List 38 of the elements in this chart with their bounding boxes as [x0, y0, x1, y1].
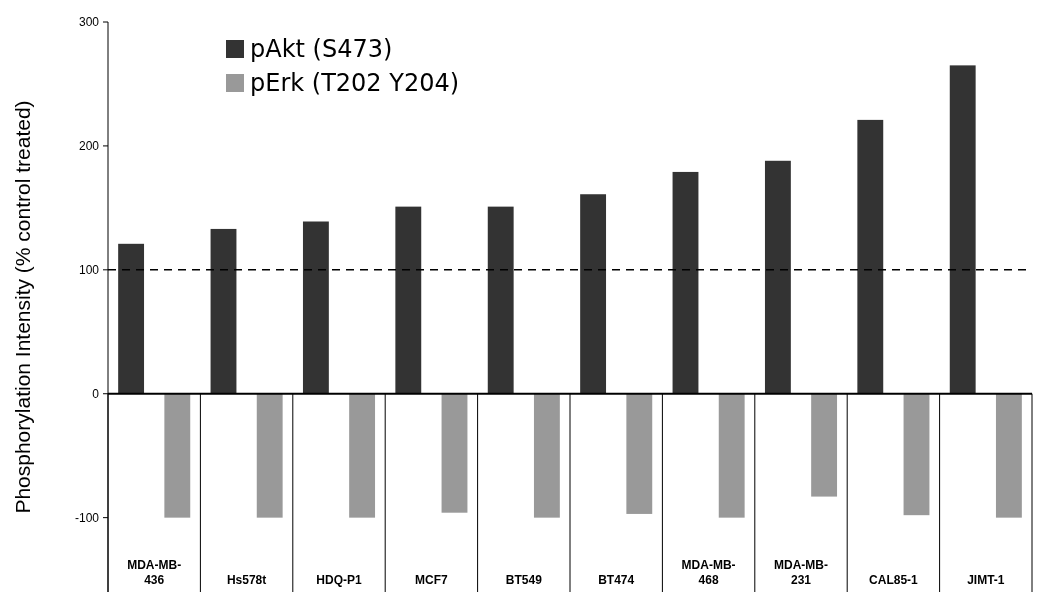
x-tick-label: CAL85-1: [869, 573, 919, 587]
x-tick-label: Hs578t: [226, 573, 267, 587]
bar: [349, 393, 376, 518]
bar: [395, 206, 422, 394]
x-tick-label: MDA-MB-468: [681, 558, 736, 587]
bar: [302, 221, 329, 394]
bar: [949, 65, 976, 394]
bar: [210, 228, 237, 394]
x-tick-label: JIMT-1: [967, 573, 1005, 587]
bar: [441, 393, 468, 513]
bar: [811, 393, 838, 497]
x-tick-label: MCF7: [415, 573, 449, 587]
x-tick-label: MDA-MB-231: [774, 558, 828, 587]
x-tick-label: HDQ-P1: [316, 573, 362, 587]
y-tick-label: 100: [78, 263, 100, 278]
x-tick-label: BT474: [598, 573, 635, 587]
bar: [580, 194, 607, 394]
y-tick-label: 0: [92, 386, 100, 401]
bar: [672, 171, 699, 394]
bar: [995, 393, 1022, 518]
bar: [118, 243, 145, 394]
bar: [626, 393, 653, 514]
y-tick-label: 200: [78, 139, 100, 154]
bar: [256, 393, 283, 518]
y-tick-label: -100: [74, 510, 100, 525]
legend-label: pAkt (S473): [250, 35, 393, 64]
bar: [857, 119, 884, 394]
bar: [903, 393, 930, 516]
bar: [764, 160, 791, 394]
bar: [487, 206, 514, 394]
y-tick-label: 300: [78, 15, 100, 30]
legend-label: pErk (T202 Y204): [250, 69, 460, 98]
bar: [533, 393, 560, 518]
x-tick-label: MDA-MB-436: [127, 558, 182, 587]
x-tick-label: BT549: [505, 573, 543, 587]
bar: [718, 393, 745, 518]
y-axis-title: Phosphorylation Intensity (% control treated): [11, 100, 34, 514]
bar: [164, 393, 191, 518]
